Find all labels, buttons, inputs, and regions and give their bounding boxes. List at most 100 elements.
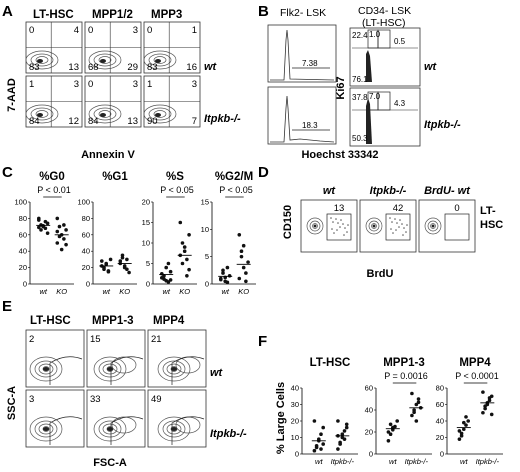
panel-c-chart-point bbox=[237, 233, 242, 237]
panel-d-event bbox=[342, 223, 344, 225]
panel-c-chart-ytick-label: 10 bbox=[201, 225, 209, 234]
panel-b-hist-wt-curve bbox=[270, 29, 335, 81]
panel-c-chart-point bbox=[241, 243, 246, 248]
panel-d-side-label: LT- bbox=[480, 205, 496, 217]
panel-d-value: 42 bbox=[393, 203, 404, 214]
panel-d-event bbox=[392, 232, 394, 234]
panel-f-chart-point bbox=[457, 437, 462, 441]
panel-c-chart-point bbox=[164, 278, 168, 283]
panel-f-chart-point bbox=[312, 448, 317, 453]
panel-d-event bbox=[335, 218, 337, 220]
panel-a-quadrant-value: 4 bbox=[74, 25, 79, 36]
panel-c-chart-point bbox=[118, 259, 123, 263]
panel-c-chart-point bbox=[104, 262, 108, 267]
panel-e-contour bbox=[157, 356, 191, 382]
panel-d-event bbox=[395, 229, 397, 231]
panel-e-plot bbox=[86, 389, 146, 448]
panel-c-chart-ytick-label: 5 bbox=[205, 252, 209, 261]
panel-a-col-mpp3: MPP3 bbox=[151, 9, 182, 21]
panel-a-contour bbox=[88, 50, 122, 70]
panel-c-chart-xtick-label: wt bbox=[39, 287, 47, 296]
panel-b-dot-ko-top: 37.8 bbox=[352, 93, 368, 102]
panel-e-x-axis: FSC-A bbox=[93, 457, 127, 469]
panel-d-contour bbox=[368, 220, 380, 232]
panel-d-event bbox=[346, 231, 348, 233]
panel-c-chart-point bbox=[127, 270, 131, 275]
panel-a-contour bbox=[35, 110, 49, 118]
panel-a-quadrant-value: 29 bbox=[127, 62, 138, 73]
panel-c-chart-pvalue: P < 0.05 bbox=[219, 185, 253, 195]
panel-e-col-lt-hsc: LT-HSC bbox=[30, 315, 71, 327]
panel-b-dot-ko-g1: 7.0 bbox=[369, 92, 381, 101]
panel-c-chart-point bbox=[221, 268, 225, 273]
panel-e-contour bbox=[162, 360, 186, 378]
panel-f-chart-point bbox=[340, 432, 345, 437]
panel-f-chart-ytick-label: 0 bbox=[295, 450, 299, 459]
panel-c-chart-point bbox=[62, 223, 66, 227]
panel-f-chart-point bbox=[414, 419, 419, 423]
panel-e-contour bbox=[93, 416, 127, 442]
panel-c-chart-point bbox=[62, 237, 66, 241]
panel-f-chart-ytick-label: 0 bbox=[440, 450, 444, 459]
panel-e-gate bbox=[110, 416, 144, 445]
panel-e-contour bbox=[93, 356, 127, 382]
panel-f-chart-point bbox=[483, 404, 487, 408]
panel-d-event bbox=[401, 223, 403, 225]
panel-c-chart-point bbox=[219, 277, 223, 282]
panel-a-quadrant-value: 12 bbox=[68, 116, 79, 127]
panel-f-chart-xtick-label: Itpkb-/- bbox=[405, 457, 429, 466]
panel-f-chart-ytick-label: 60 bbox=[365, 384, 373, 393]
panel-e-contour bbox=[166, 363, 182, 375]
panel-f-chart-point bbox=[462, 420, 466, 425]
panel-b-dot-ko-gate2 bbox=[377, 91, 391, 111]
panel-c-chart-point bbox=[164, 265, 168, 270]
panel-a-contour bbox=[30, 107, 54, 121]
panel-c-chart-point bbox=[225, 280, 230, 285]
panel-e-value: 21 bbox=[151, 334, 162, 345]
panel-a-contour-core bbox=[155, 113, 161, 117]
panel-a-quadrant-value: 0 bbox=[147, 25, 152, 36]
panel-c-chart-point bbox=[187, 233, 191, 237]
panel-c-chart-point bbox=[244, 279, 248, 284]
panel-e-plot bbox=[25, 329, 85, 388]
panel-a-quadrant-value: 3 bbox=[192, 79, 197, 90]
panel-c-chart-point bbox=[108, 257, 113, 262]
panel-f-y-axis: % Large Cells bbox=[275, 382, 287, 454]
panel-c-chart-point bbox=[182, 249, 187, 253]
panel-f-chart-point bbox=[344, 425, 349, 430]
panel-f-chart-point bbox=[416, 397, 421, 401]
panel-f-chart-point bbox=[312, 419, 317, 423]
panel-d-event bbox=[347, 224, 349, 226]
panel-f-chart-xtick-label: wt bbox=[460, 457, 468, 466]
panel-c-chart-point bbox=[241, 265, 246, 270]
panel-b-x-axis: Hoechst 33342 bbox=[301, 149, 378, 161]
panel-c-chart-xtick-label: KO bbox=[56, 287, 67, 296]
panel-f-chart-point bbox=[487, 398, 492, 403]
panel-c-chart-ytick-label: 0 bbox=[205, 280, 209, 289]
panel-d-gate bbox=[444, 213, 470, 241]
panel-e-contour bbox=[102, 363, 118, 375]
panel-e-contour-core bbox=[171, 367, 177, 371]
panel-f-chart-point bbox=[464, 415, 468, 419]
panel-c-chart-point bbox=[57, 234, 62, 239]
panel-a-quadrant-value: 7 bbox=[192, 116, 197, 127]
panel-a-col-mpp12: MPP1/2 bbox=[92, 9, 133, 21]
panel-b-dot-ko-cluster bbox=[366, 98, 372, 144]
panel-a-contour bbox=[88, 104, 122, 124]
panel-a-row-wt: wt bbox=[204, 61, 218, 73]
panel-c-chart-ytick-label: 20 bbox=[19, 263, 27, 272]
panel-c-chart-point bbox=[43, 226, 48, 231]
panel-b-dot-ko-bottom: 50.3 bbox=[352, 134, 368, 143]
panel-e-contour bbox=[29, 416, 63, 442]
panel-d-event bbox=[331, 228, 333, 230]
panel-d-contour bbox=[306, 217, 324, 235]
panel-label-c: C bbox=[2, 164, 13, 181]
panel-d-event bbox=[336, 229, 338, 231]
panel-c-chart-point bbox=[39, 228, 43, 232]
panel-f-chart-ytick-label: 60 bbox=[436, 400, 444, 409]
panel-b-dot-wt-top: 22.4 bbox=[352, 31, 368, 40]
panel-c-chart-point bbox=[168, 278, 173, 282]
panel-c-chart-xtick-label: KO bbox=[179, 287, 190, 296]
panel-a-contour bbox=[93, 53, 117, 67]
panel-label-d: D bbox=[258, 164, 269, 181]
